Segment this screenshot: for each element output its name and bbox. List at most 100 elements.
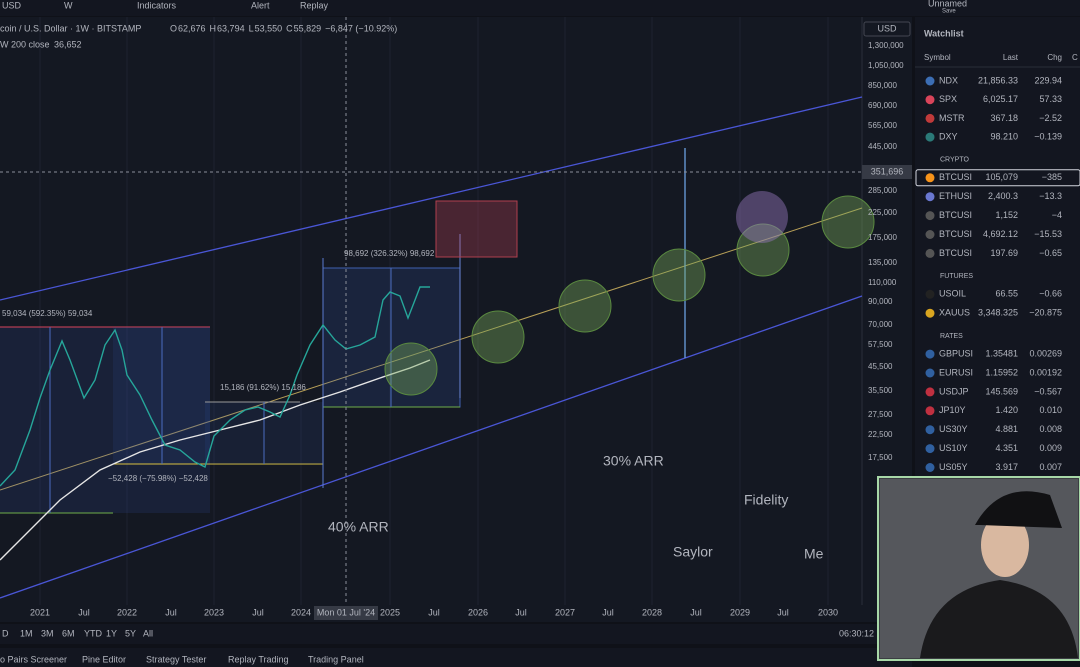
ohlc-value: 63,794 bbox=[217, 23, 245, 33]
watch-symbol[interactable]: EURUSI bbox=[939, 367, 973, 377]
range-button[interactable]: D bbox=[2, 628, 9, 638]
range-button[interactable]: 1M bbox=[20, 628, 33, 638]
symbol-icon bbox=[925, 289, 935, 299]
time-label: Jul bbox=[252, 607, 264, 617]
price-label: 22,500 bbox=[868, 430, 893, 439]
column-header: C bbox=[1072, 53, 1078, 62]
symbol[interactable]: USD bbox=[2, 0, 22, 10]
symbol-icon bbox=[925, 248, 935, 258]
range-button[interactable]: 3M bbox=[41, 628, 54, 638]
range-button[interactable]: 5Y bbox=[125, 628, 136, 638]
interval[interactable]: W bbox=[64, 0, 73, 10]
watch-symbol[interactable]: GBPUSI bbox=[939, 348, 973, 358]
symbol-icon bbox=[925, 173, 935, 183]
watch-symbol[interactable]: XAUUS bbox=[939, 308, 970, 318]
watch-symbol[interactable]: MSTR bbox=[939, 113, 965, 123]
watch-symbol[interactable]: JP10Y bbox=[939, 405, 966, 415]
watch-last: 66.55 bbox=[995, 289, 1018, 299]
watch-symbol[interactable]: BTCUSI bbox=[939, 210, 972, 220]
price-label: 285,000 bbox=[868, 186, 897, 195]
symbol-icon bbox=[925, 463, 935, 472]
price-label: 225,000 bbox=[868, 208, 897, 217]
watch-last: 98.210 bbox=[990, 131, 1018, 141]
time-label: Jul bbox=[428, 607, 440, 617]
price-label: 445,000 bbox=[868, 142, 897, 151]
watch-symbol[interactable]: US10Y bbox=[939, 443, 968, 453]
watch-chg: −0.139 bbox=[1034, 131, 1062, 141]
price-label: 1,300,000 bbox=[868, 41, 904, 50]
range-label: 59,034 (592.35%) 59,034 bbox=[2, 309, 93, 318]
range-button[interactable]: All bbox=[143, 628, 153, 638]
symbol-icon bbox=[925, 113, 935, 123]
symbol-icon bbox=[925, 230, 935, 239]
watch-symbol[interactable]: USDJP bbox=[939, 386, 969, 396]
watch-last: 2,400.3 bbox=[988, 191, 1018, 201]
price-label: 1,050,000 bbox=[868, 61, 904, 70]
alert-button[interactable]: Alert bbox=[251, 0, 270, 10]
watch-symbol[interactable]: BTCUSI bbox=[939, 229, 972, 239]
watch-chg: 0.00269 bbox=[1029, 348, 1062, 358]
watch-chg: −13.3 bbox=[1039, 191, 1062, 201]
watch-symbol[interactable]: BTCUSI bbox=[939, 248, 972, 258]
time-label: Jul bbox=[602, 607, 614, 617]
symbol-icon bbox=[925, 192, 935, 202]
watch-symbol[interactable]: BTCUSI bbox=[939, 172, 972, 182]
watch-last: 105,079 bbox=[985, 172, 1018, 182]
watch-symbol[interactable]: ETHUSI bbox=[939, 191, 972, 201]
bottom-tab[interactable]: o Pairs Screener bbox=[0, 654, 67, 664]
arr-label: 30% ARR bbox=[603, 453, 664, 469]
indicator-name: W 200 close bbox=[0, 39, 50, 49]
fidelity-label: Fidelity bbox=[744, 492, 788, 508]
watch-symbol[interactable]: USOIL bbox=[939, 289, 966, 299]
watch-symbol[interactable]: DXY bbox=[939, 131, 958, 141]
layout-status: Save bbox=[942, 9, 956, 15]
watch-symbol[interactable]: US05Y bbox=[939, 462, 968, 472]
watch-chg: −20.875 bbox=[1029, 308, 1062, 318]
price-label: 27,500 bbox=[868, 410, 893, 419]
projection-circles bbox=[384, 195, 875, 396]
watch-last: 4,692.12 bbox=[983, 229, 1018, 239]
watch-last: 1.420 bbox=[995, 405, 1018, 415]
me-label: Me bbox=[804, 546, 824, 562]
bottom-tab[interactable]: Strategy Tester bbox=[146, 654, 206, 664]
watch-symbol[interactable]: NDX bbox=[939, 75, 958, 85]
range-button[interactable]: YTD bbox=[84, 628, 103, 638]
watch-symbol[interactable]: US30Y bbox=[939, 424, 968, 434]
section-title: FUTURES bbox=[940, 273, 973, 280]
watchlist-panel bbox=[915, 17, 1080, 477]
crosshair-time-bg bbox=[314, 606, 378, 620]
range-button[interactable]: 1Y bbox=[106, 628, 117, 638]
bottom-tab[interactable]: Trading Panel bbox=[308, 654, 364, 664]
webcam bbox=[877, 476, 1080, 661]
watch-last: 197.69 bbox=[990, 248, 1018, 258]
symbol-icon bbox=[925, 387, 935, 397]
layout-name[interactable]: Unnamed bbox=[928, 0, 967, 8]
indicators-button[interactable]: Indicators bbox=[137, 0, 177, 10]
currency-box[interactable] bbox=[863, 21, 911, 37]
crosshair-price: 351,696 bbox=[871, 166, 904, 176]
symbol-icon bbox=[925, 444, 935, 454]
watch-chg: −385 bbox=[1042, 172, 1062, 182]
watch-chg: −4 bbox=[1052, 210, 1062, 220]
currency[interactable]: USD bbox=[877, 23, 897, 33]
change: −6,847 (−10.92%) bbox=[325, 23, 397, 33]
symbol-icon bbox=[925, 95, 935, 105]
replay-button[interactable]: Replay bbox=[300, 0, 329, 10]
price-label: 175,000 bbox=[868, 233, 897, 242]
channel-lower bbox=[0, 295, 863, 599]
range-box bbox=[0, 327, 210, 513]
bottom-tab[interactable]: Replay Trading bbox=[228, 654, 289, 664]
symbol-icon bbox=[925, 308, 935, 318]
symbol-icon bbox=[925, 368, 935, 378]
crosshair-price-bg bbox=[862, 165, 912, 179]
price-label: 850,000 bbox=[868, 81, 897, 90]
watchlist-title[interactable]: Watchlist bbox=[924, 28, 964, 38]
range-button[interactable]: 6M bbox=[62, 628, 75, 638]
watch-symbol[interactable]: SPX bbox=[939, 94, 957, 104]
ohlc-value: 55,829 bbox=[294, 23, 322, 33]
watch-chg: −2.52 bbox=[1039, 113, 1062, 123]
watch-chg: 0.008 bbox=[1039, 424, 1062, 434]
symbol-icon bbox=[925, 76, 935, 86]
symbol-icon bbox=[925, 349, 935, 359]
bottom-tab[interactable]: Pine Editor bbox=[82, 654, 126, 664]
